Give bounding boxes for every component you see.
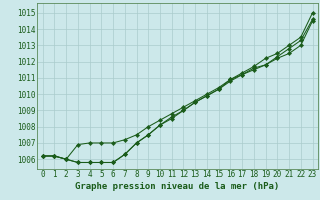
X-axis label: Graphe pression niveau de la mer (hPa): Graphe pression niveau de la mer (hPa) [76, 182, 280, 191]
